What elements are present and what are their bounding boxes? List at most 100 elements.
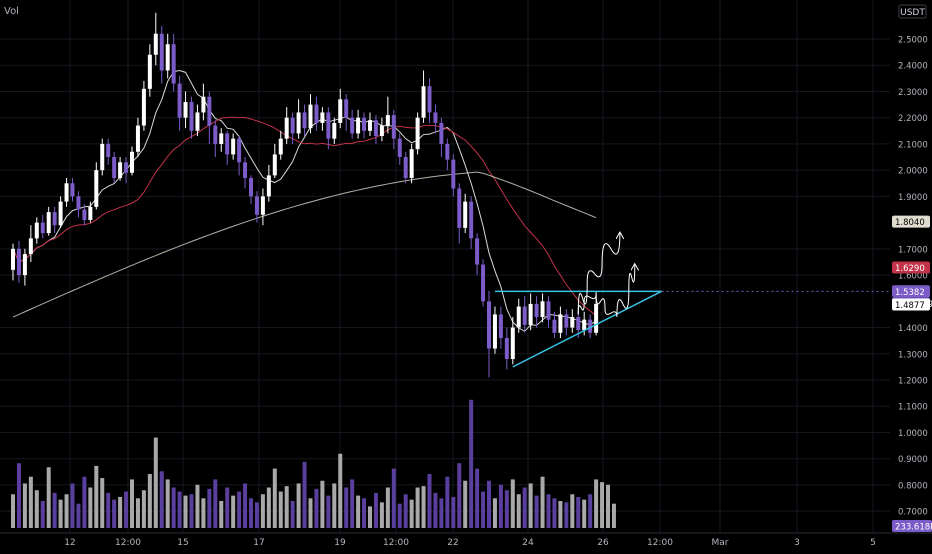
candle[interactable] bbox=[582, 311, 587, 336]
candle[interactable] bbox=[207, 91, 212, 144]
candle[interactable] bbox=[260, 188, 265, 226]
support-trendline[interactable] bbox=[512, 290, 662, 368]
candle[interactable] bbox=[231, 133, 236, 160]
candle[interactable] bbox=[106, 138, 111, 165]
candle[interactable] bbox=[409, 143, 414, 184]
candle[interactable] bbox=[475, 233, 480, 276]
candle[interactable] bbox=[76, 191, 81, 218]
time-axis[interactable]: 12 12:00 15 17 19 12:00 22 24 26 12:00 Mar 3 5 bbox=[0, 532, 932, 548]
trend-drawings[interactable] bbox=[494, 233, 890, 368]
candles[interactable] bbox=[11, 12, 599, 378]
candle[interactable] bbox=[201, 83, 206, 121]
candle[interactable] bbox=[379, 117, 384, 142]
candle[interactable] bbox=[213, 120, 218, 158]
candle[interactable] bbox=[320, 107, 325, 131]
candle[interactable] bbox=[249, 175, 253, 205]
candle[interactable] bbox=[272, 143, 277, 179]
candle[interactable] bbox=[570, 309, 575, 333]
candle[interactable] bbox=[498, 306, 503, 349]
candle[interactable] bbox=[165, 33, 170, 79]
candle[interactable] bbox=[457, 183, 462, 244]
candle[interactable] bbox=[64, 178, 69, 207]
candle[interactable] bbox=[290, 112, 295, 144]
candle[interactable] bbox=[278, 130, 283, 160]
projection-arrow-retest[interactable] bbox=[577, 265, 635, 318]
candle[interactable] bbox=[356, 109, 361, 139]
candle[interactable] bbox=[510, 317, 515, 365]
candle[interactable] bbox=[487, 290, 491, 378]
candle[interactable] bbox=[492, 306, 497, 354]
projection-arrow-breakout-up[interactable] bbox=[577, 233, 620, 315]
candle[interactable] bbox=[463, 193, 468, 234]
candle[interactable] bbox=[189, 96, 194, 139]
candle[interactable] bbox=[326, 107, 331, 150]
candle[interactable] bbox=[332, 117, 337, 144]
candle[interactable] bbox=[504, 327, 509, 370]
candle[interactable] bbox=[296, 99, 301, 139]
candle[interactable] bbox=[344, 94, 349, 131]
currency-badge[interactable]: USDT bbox=[898, 4, 927, 19]
candle[interactable] bbox=[130, 146, 134, 176]
candle[interactable] bbox=[362, 112, 367, 139]
candle[interactable] bbox=[159, 25, 164, 84]
candle[interactable] bbox=[302, 104, 307, 137]
candle[interactable] bbox=[237, 136, 242, 176]
candle[interactable] bbox=[219, 128, 224, 152]
candle[interactable] bbox=[528, 293, 533, 331]
price-axis[interactable]: 2.5000 2.4000 2.3000 2.2000 2.1000 2.0000 1.90… bbox=[892, 36, 932, 533]
candle[interactable] bbox=[28, 225, 33, 262]
candle[interactable] bbox=[141, 80, 146, 131]
candle[interactable] bbox=[52, 206, 57, 234]
candle[interactable] bbox=[88, 201, 93, 223]
candle[interactable] bbox=[451, 154, 456, 197]
candle[interactable] bbox=[183, 91, 188, 129]
candle[interactable] bbox=[314, 96, 319, 131]
candle[interactable] bbox=[558, 306, 563, 339]
candle[interactable] bbox=[540, 293, 545, 323]
candle[interactable] bbox=[16, 240, 21, 283]
candle[interactable] bbox=[100, 138, 105, 176]
candle[interactable] bbox=[391, 109, 396, 150]
candle[interactable] bbox=[373, 115, 378, 144]
candle[interactable] bbox=[552, 311, 557, 339]
candle[interactable] bbox=[481, 259, 486, 307]
candle[interactable] bbox=[11, 243, 15, 281]
candle[interactable] bbox=[171, 33, 176, 92]
candle[interactable] bbox=[147, 44, 152, 97]
candle[interactable] bbox=[421, 70, 426, 123]
candle[interactable] bbox=[40, 214, 45, 239]
candle[interactable] bbox=[112, 151, 117, 184]
candle[interactable] bbox=[385, 96, 390, 134]
candle[interactable] bbox=[266, 164, 271, 202]
candle[interactable] bbox=[254, 191, 259, 223]
candle[interactable] bbox=[124, 157, 129, 184]
candle[interactable] bbox=[522, 296, 527, 333]
candle[interactable] bbox=[243, 157, 248, 189]
candle[interactable] bbox=[225, 130, 230, 165]
candle[interactable] bbox=[34, 217, 39, 244]
candle[interactable] bbox=[58, 196, 63, 228]
candle[interactable] bbox=[427, 78, 432, 123]
price-badge[interactable]: 1.5382 bbox=[892, 285, 930, 298]
candle[interactable] bbox=[415, 112, 420, 155]
price-badge[interactable]: 1.4877 bbox=[892, 298, 930, 312]
candle[interactable] bbox=[153, 12, 158, 66]
candle[interactable] bbox=[534, 296, 539, 328]
price-badge[interactable]: 1.8040 bbox=[892, 215, 930, 229]
candle[interactable] bbox=[46, 206, 51, 236]
candle[interactable] bbox=[546, 296, 551, 328]
candle[interactable] bbox=[564, 309, 569, 336]
candle[interactable] bbox=[94, 162, 99, 210]
candle[interactable] bbox=[516, 298, 521, 333]
candle[interactable] bbox=[403, 151, 408, 184]
candle[interactable] bbox=[350, 109, 355, 139]
candle[interactable] bbox=[135, 117, 140, 158]
candle[interactable] bbox=[308, 94, 313, 134]
candle[interactable] bbox=[118, 157, 123, 181]
candle[interactable] bbox=[469, 196, 474, 249]
candle[interactable] bbox=[368, 112, 372, 137]
candle[interactable] bbox=[588, 314, 593, 339]
candle[interactable] bbox=[82, 204, 87, 226]
candle[interactable] bbox=[70, 178, 75, 202]
